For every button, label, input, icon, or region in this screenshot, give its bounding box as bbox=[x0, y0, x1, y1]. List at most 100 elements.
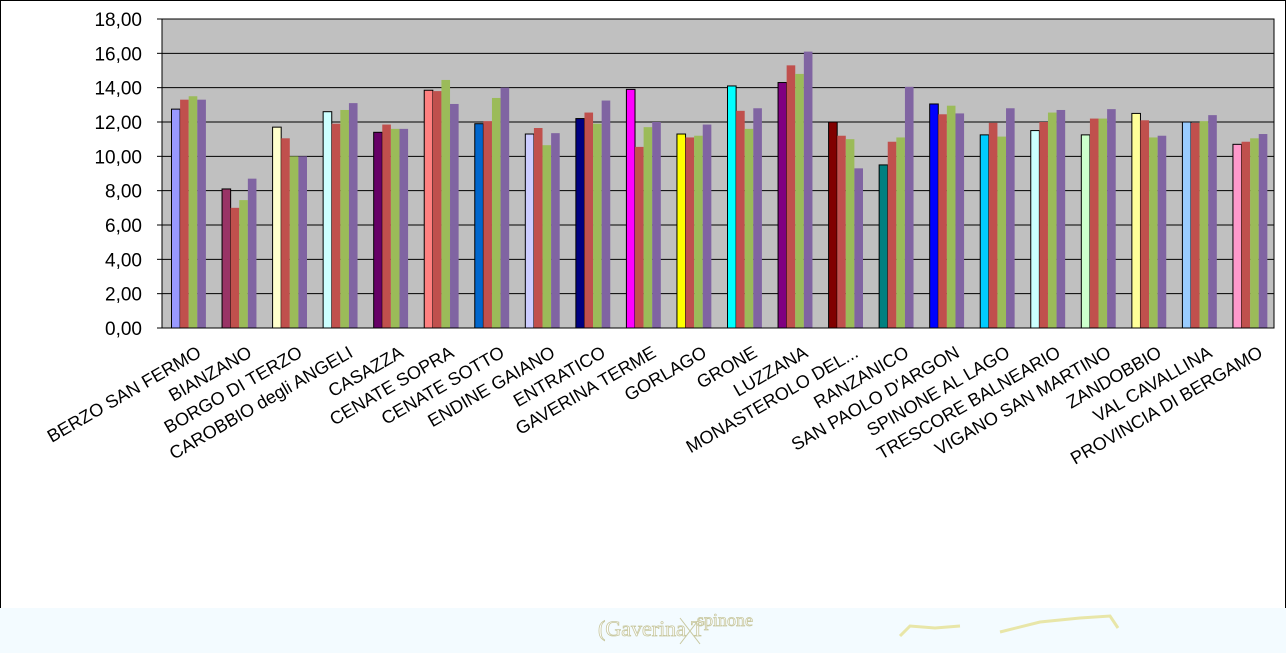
map-background-strip bbox=[0, 608, 1286, 653]
bar bbox=[1149, 137, 1158, 328]
bar bbox=[1006, 108, 1015, 329]
bar bbox=[272, 126, 282, 329]
bar bbox=[803, 51, 813, 329]
bar bbox=[744, 128, 754, 328]
bar bbox=[1140, 120, 1150, 328]
bar bbox=[795, 73, 804, 329]
bar bbox=[652, 122, 661, 328]
bar bbox=[441, 79, 451, 328]
bar bbox=[281, 138, 290, 328]
bar bbox=[1039, 122, 1048, 328]
map-label-spinone: spinone bbox=[697, 610, 753, 630]
bar bbox=[845, 139, 855, 328]
bar bbox=[1080, 134, 1091, 329]
bar bbox=[197, 99, 206, 329]
bar bbox=[221, 188, 232, 329]
map-cross-mark bbox=[679, 617, 701, 645]
bar bbox=[1030, 130, 1040, 329]
bar bbox=[247, 178, 257, 328]
bar bbox=[483, 121, 492, 328]
bar bbox=[1056, 109, 1066, 328]
bar bbox=[551, 133, 560, 328]
bar bbox=[1241, 141, 1251, 328]
bar bbox=[542, 145, 552, 328]
bar bbox=[289, 156, 299, 328]
bar bbox=[1232, 143, 1243, 329]
y-tick-label: 10,00 bbox=[94, 147, 142, 168]
bar bbox=[997, 136, 1007, 328]
bar bbox=[837, 135, 846, 328]
bar bbox=[887, 141, 897, 328]
bar bbox=[382, 124, 391, 328]
bar bbox=[1131, 112, 1141, 329]
bar bbox=[635, 146, 644, 328]
bar bbox=[348, 103, 358, 329]
bar bbox=[1157, 135, 1167, 328]
y-tick-label: 6,00 bbox=[105, 216, 142, 237]
bar bbox=[1107, 109, 1116, 329]
bar bbox=[331, 123, 341, 328]
map-label-gaverina: (Gaverina T bbox=[598, 616, 705, 641]
map-road-line-2 bbox=[999, 614, 1120, 634]
bar bbox=[601, 100, 611, 328]
y-tick-label: 18,00 bbox=[94, 10, 142, 31]
bar bbox=[188, 96, 198, 328]
bar bbox=[171, 108, 181, 329]
bar bbox=[643, 127, 653, 329]
bar bbox=[593, 123, 602, 328]
bar bbox=[390, 128, 400, 328]
bar bbox=[904, 86, 914, 328]
bar bbox=[533, 128, 543, 328]
bar bbox=[1047, 112, 1057, 328]
bar bbox=[340, 109, 349, 328]
bar bbox=[298, 156, 307, 328]
bar bbox=[500, 87, 510, 328]
y-tick-label: 0,00 bbox=[105, 319, 142, 340]
bar bbox=[854, 168, 863, 328]
bar bbox=[727, 85, 737, 329]
bar bbox=[423, 89, 434, 329]
bar bbox=[1199, 121, 1209, 328]
map-snippet: (Gaverina T spinone bbox=[598, 610, 1120, 645]
bar bbox=[1089, 118, 1099, 328]
bar bbox=[676, 133, 687, 329]
bar bbox=[955, 113, 965, 328]
y-tick-label: 4,00 bbox=[105, 250, 142, 271]
map-road-line bbox=[898, 624, 961, 638]
bar bbox=[828, 121, 838, 329]
bar bbox=[432, 91, 442, 328]
bar bbox=[878, 164, 889, 329]
bar bbox=[180, 99, 189, 329]
bar bbox=[322, 111, 333, 329]
plot-border bbox=[161, 18, 1275, 329]
bar bbox=[450, 103, 459, 328]
bar bbox=[230, 207, 240, 328]
bar bbox=[239, 200, 248, 328]
bar bbox=[491, 97, 501, 328]
y-tick-label: 2,00 bbox=[105, 285, 142, 306]
bar bbox=[373, 131, 383, 329]
bar bbox=[1098, 118, 1108, 328]
bar bbox=[979, 134, 990, 329]
bar bbox=[777, 82, 788, 329]
bar bbox=[524, 133, 535, 329]
bar bbox=[938, 114, 947, 328]
bar bbox=[702, 124, 712, 328]
bar-chart: 0,00 2,00 4,00 6,00 8,00 10,00 12,00 14,00 16,00… bbox=[0, 0, 1286, 610]
bar bbox=[1191, 122, 1200, 328]
bar bbox=[946, 105, 956, 328]
bar bbox=[988, 122, 998, 328]
bar bbox=[1181, 121, 1192, 329]
y-tick-label: 8,00 bbox=[105, 182, 142, 203]
bar bbox=[575, 118, 585, 329]
y-tick-label: 14,00 bbox=[94, 79, 142, 100]
bar bbox=[736, 110, 745, 328]
bar bbox=[399, 128, 409, 328]
bar bbox=[1258, 134, 1268, 328]
y-tick-label: 16,00 bbox=[94, 44, 142, 65]
y-tick-label: 12,00 bbox=[94, 113, 142, 134]
bar bbox=[474, 123, 484, 329]
bar bbox=[1208, 115, 1217, 328]
bar bbox=[786, 65, 796, 328]
